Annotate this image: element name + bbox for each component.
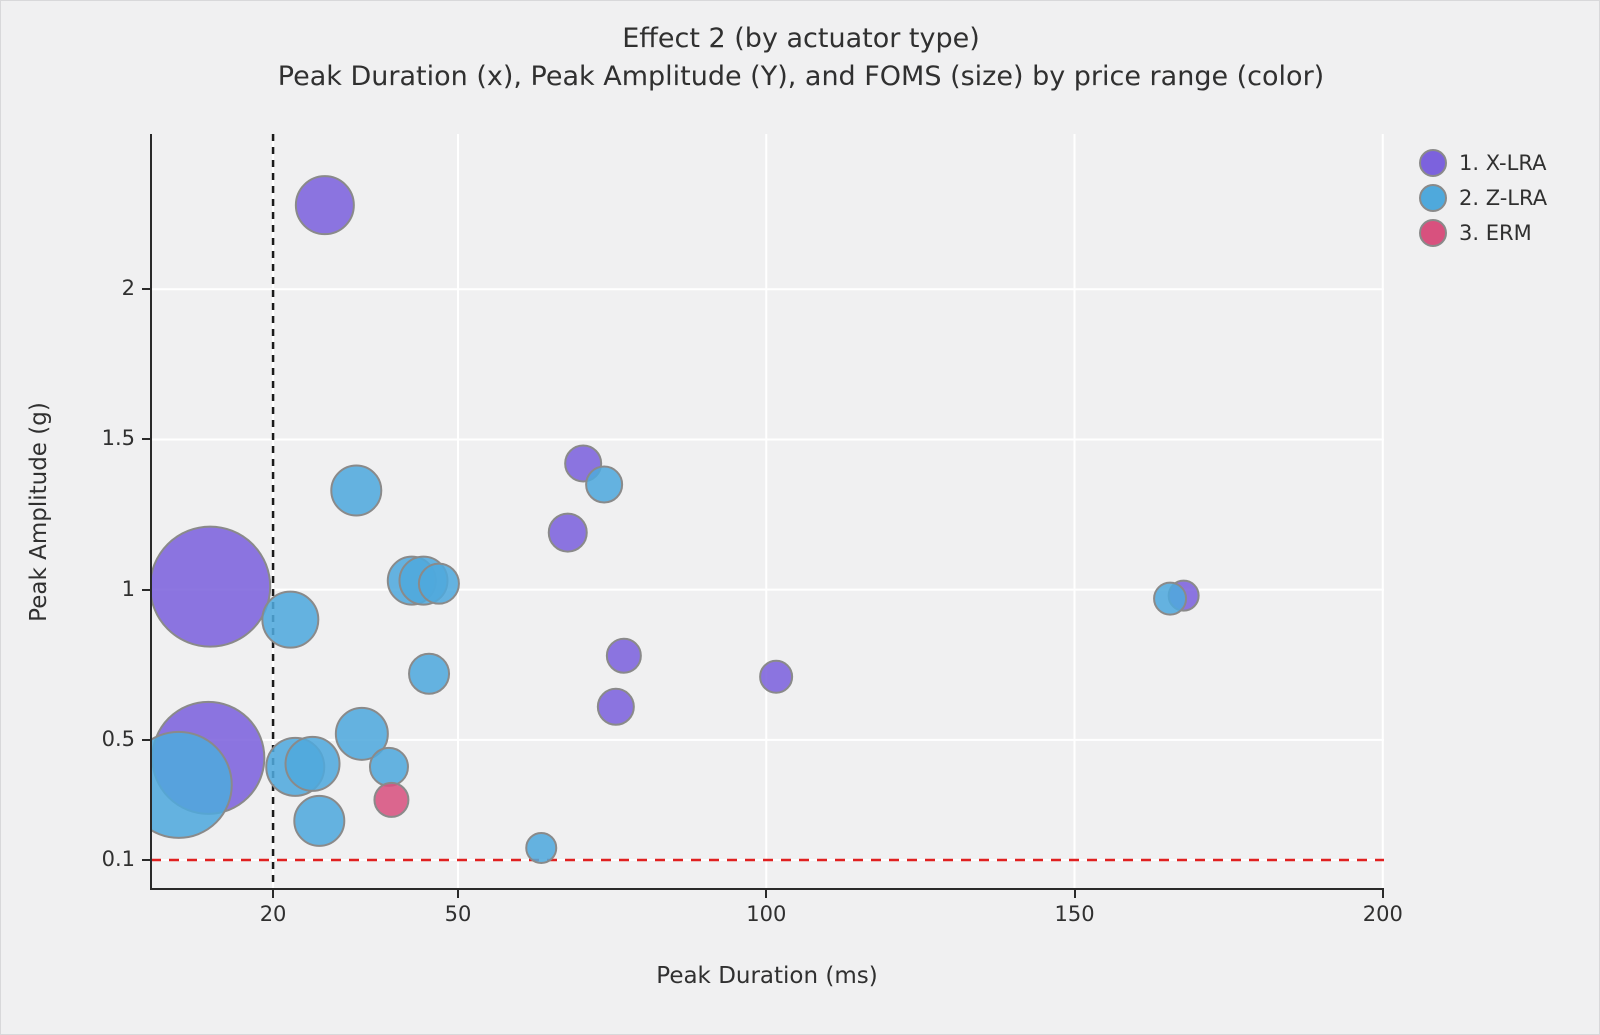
- bubble[interactable]: [759, 659, 794, 694]
- y-tick-label: 0.1: [101, 846, 135, 871]
- bubble[interactable]: [605, 637, 642, 674]
- x-tick-label: 200: [1362, 902, 1403, 926]
- y-tick-mark: [142, 438, 150, 441]
- x-tick-label: 50: [444, 902, 472, 926]
- bubble[interactable]: [417, 562, 460, 605]
- legend-item-zlra[interactable]: 2. Z-LRA: [1419, 184, 1547, 212]
- x-tick-mark: [1381, 890, 1384, 898]
- y-tick-label: 2: [121, 276, 135, 301]
- plot-area[interactable]: [151, 134, 1384, 890]
- x-tick-label: 150: [1054, 902, 1095, 926]
- bubble[interactable]: [151, 730, 233, 839]
- x-axis-line: [150, 888, 1384, 890]
- bubble[interactable]: [1153, 581, 1188, 616]
- legend-label: 2. Z-LRA: [1459, 186, 1548, 210]
- bubble[interactable]: [408, 652, 451, 695]
- legend-item-xlra[interactable]: 1. X-LRA: [1419, 149, 1547, 177]
- chart-title: Effect 2 (by actuator type): [622, 23, 980, 54]
- bubble[interactable]: [525, 831, 558, 864]
- y-tick-mark: [142, 588, 150, 591]
- series-zlra: [151, 464, 1188, 864]
- y-tick-mark: [142, 738, 150, 741]
- series-erm: [373, 781, 410, 818]
- x-axis-title: Peak Duration (ms): [656, 963, 878, 989]
- x-tick-mark: [1073, 890, 1076, 898]
- bubble[interactable]: [261, 590, 320, 649]
- bubble[interactable]: [368, 746, 409, 787]
- bubble[interactable]: [334, 706, 389, 761]
- legend-swatch-icon: [1419, 219, 1447, 247]
- x-tick-label: 20: [259, 902, 287, 926]
- x-tick-mark: [272, 890, 275, 898]
- bubble[interactable]: [284, 735, 341, 792]
- bubble[interactable]: [547, 512, 588, 553]
- y-tick-label: 0.5: [101, 726, 135, 751]
- legend-swatch-icon: [1419, 184, 1447, 212]
- bubble[interactable]: [293, 794, 346, 847]
- legend-item-erm[interactable]: 3. ERM: [1419, 219, 1547, 247]
- y-axis-title: Peak Amplitude (g): [26, 402, 52, 622]
- bubble[interactable]: [294, 175, 355, 236]
- legend-label: 1. X-LRA: [1459, 151, 1547, 175]
- y-axis-line: [150, 134, 152, 890]
- y-tick-mark: [142, 858, 150, 861]
- x-tick-label: 100: [746, 902, 787, 926]
- bubble[interactable]: [596, 687, 635, 726]
- legend-label: 3. ERM: [1459, 221, 1532, 245]
- bubble-chart: [151, 134, 1384, 890]
- bubble[interactable]: [151, 525, 272, 648]
- bubble[interactable]: [373, 781, 410, 818]
- y-tick-label: 1.5: [101, 426, 135, 451]
- x-tick-mark: [457, 890, 460, 898]
- chart-subtitle: Peak Duration (x), Peak Amplitude (Y), a…: [277, 61, 1325, 92]
- legend-swatch-icon: [1419, 149, 1447, 177]
- bubble[interactable]: [585, 465, 624, 504]
- x-tick-mark: [765, 890, 768, 898]
- y-tick-label: 1: [121, 576, 135, 601]
- bubble[interactable]: [330, 464, 383, 517]
- legend: 1. X-LRA 2. Z-LRA 3. ERM: [1419, 149, 1547, 247]
- series-xlra: [151, 175, 1200, 815]
- y-tick-mark: [142, 288, 150, 291]
